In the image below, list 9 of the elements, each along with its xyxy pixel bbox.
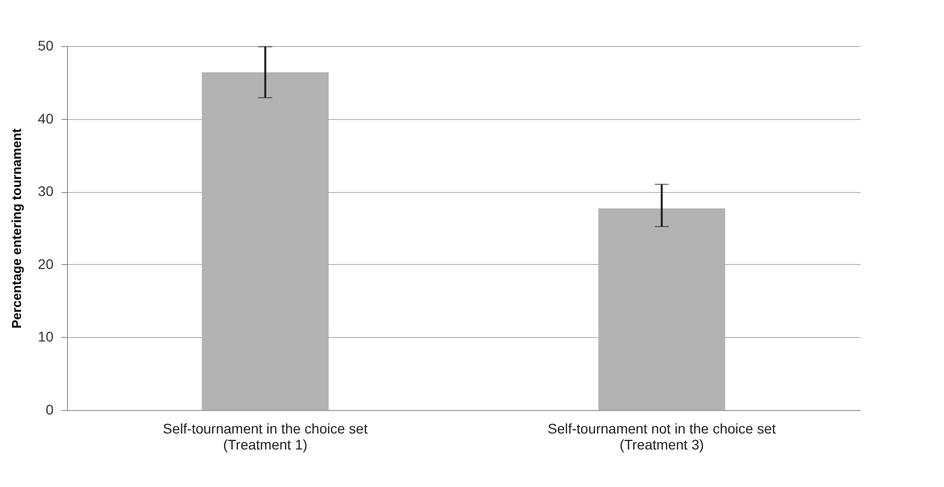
x-tick-label: Self-tournament in the choice set (Treatment 1): [162, 420, 368, 452]
y-axis-title: Percentage entering tournament: [8, 128, 24, 329]
y-tick-label: 0: [46, 402, 54, 418]
y-tick-label: 50: [38, 38, 54, 54]
y-tick-label: 20: [38, 256, 54, 272]
y-tick-label: 10: [38, 328, 54, 345]
y-tick-label: 30: [38, 183, 54, 200]
x-tick-label: Self-tournament not in the choice set (Treatment 3): [548, 420, 776, 452]
y-tick-label: 40: [38, 110, 54, 126]
